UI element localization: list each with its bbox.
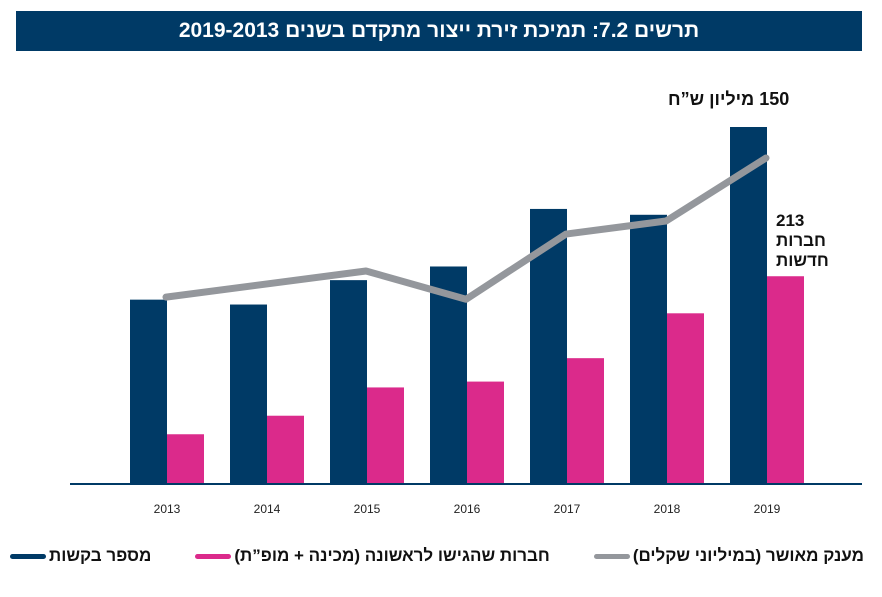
bar-companies-2013 xyxy=(167,434,204,484)
bar-companies-2015 xyxy=(367,387,404,484)
companies-annotation: 213 חברות חדשות xyxy=(776,211,846,271)
bar-requests-2018 xyxy=(630,214,667,485)
x-tick-label: 2016 xyxy=(454,502,481,516)
companies-number: 213 xyxy=(776,211,805,230)
legend: מענק מאושר (במיליוני שקלים) חברות שהגישו… xyxy=(10,546,864,566)
bar-companies-2019 xyxy=(767,276,804,484)
chart-title: תרשים 7.2: תמיכת זירת ייצור מתקדם בשנים … xyxy=(16,11,862,51)
bar-requests-2019 xyxy=(730,127,767,484)
x-tick-label: 2019 xyxy=(754,502,781,516)
bar-requests-2014 xyxy=(230,304,267,484)
companies-line2: חדשות xyxy=(776,251,829,270)
legend-item-grant: מענק מאושר (במיליוני שקלים) xyxy=(593,546,864,566)
legend-item-companies: חברות שהגישו לראשונה (מכינה + מופ”ת) xyxy=(195,546,550,566)
bar-requests-2016 xyxy=(430,266,467,484)
bar-companies-2014 xyxy=(267,415,304,484)
bar-companies-2017 xyxy=(567,358,604,484)
legend-swatch-requests xyxy=(10,553,47,559)
x-tick-label: 2015 xyxy=(354,502,381,516)
legend-label-requests: מספר בקשות xyxy=(49,546,152,565)
x-tick-label: 2017 xyxy=(554,502,581,516)
companies-line1: חברות xyxy=(776,231,826,250)
bar-requests-2013 xyxy=(130,299,167,484)
legend-item-requests: מספר בקשות xyxy=(10,546,151,566)
bar-requests-2015 xyxy=(330,280,367,484)
legend-swatch-grant xyxy=(593,553,630,559)
bar-companies-2016 xyxy=(467,381,504,484)
bar-companies-2018 xyxy=(667,313,704,484)
legend-label-companies: חברות שהגישו לראשונה (מכינה + מופ”ת) xyxy=(234,546,550,565)
legend-swatch-companies xyxy=(195,553,232,559)
legend-label-grant: מענק מאושר (במיליוני שקלים) xyxy=(632,546,864,565)
x-tick-label: 2013 xyxy=(154,502,181,516)
x-tick-label: 2018 xyxy=(654,502,681,516)
x-tick-label: 2014 xyxy=(254,502,281,516)
grant-2019-annotation: 150 מיליון ש”ח xyxy=(668,89,790,109)
